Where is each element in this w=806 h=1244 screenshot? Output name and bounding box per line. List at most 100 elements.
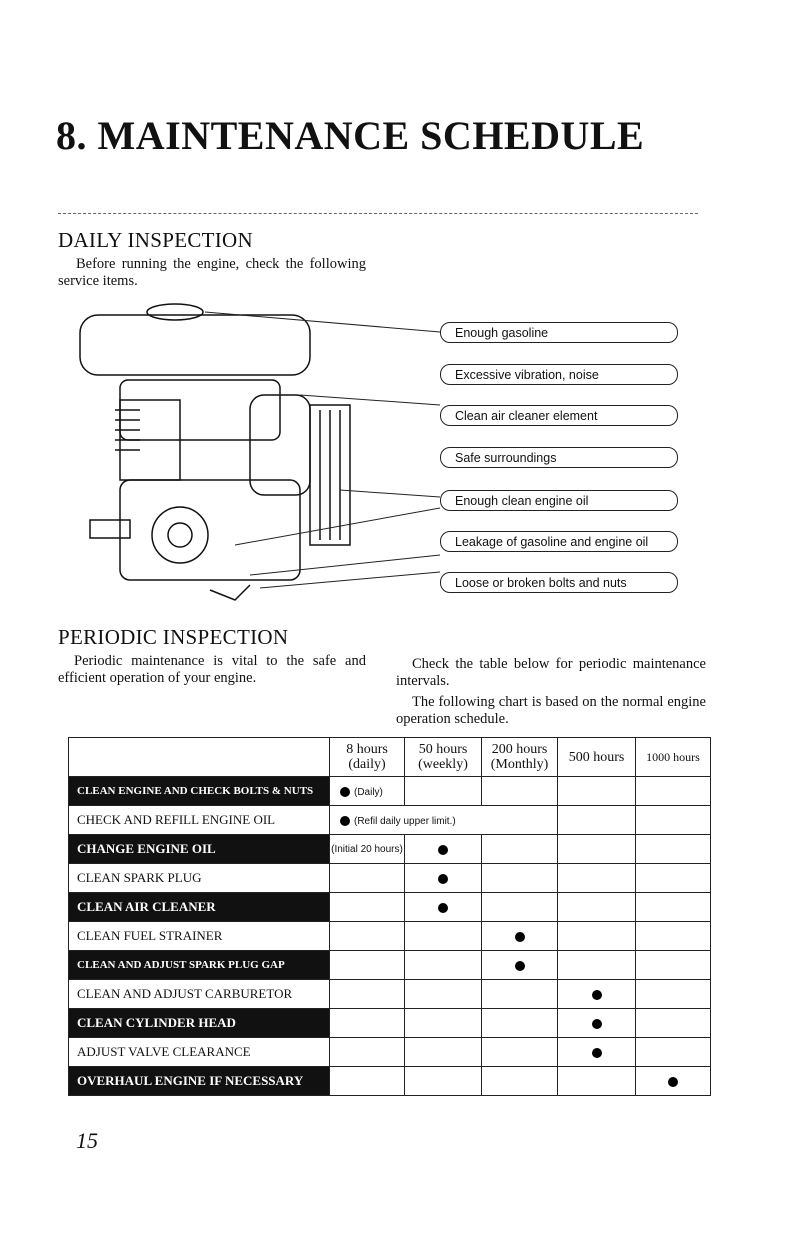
periodic-text-right-2: The following chart is based on the norm… <box>396 694 706 727</box>
interval-cell <box>329 979 405 1009</box>
maintenance-table: 8 hours (daily) 50 hours (weekly) 200 ho… <box>68 737 711 1096</box>
interval-cell <box>635 776 711 806</box>
table-row: ADJUST VALVE CLEARANCE <box>68 1037 711 1067</box>
interval-cell <box>481 1037 558 1067</box>
table-row: CLEAN SPARK PLUG <box>68 863 711 893</box>
interval-cell <box>557 805 636 835</box>
check-dot <box>514 961 525 972</box>
interval-cell <box>557 776 636 806</box>
engine-illustration <box>79 303 441 601</box>
callout-enough-gasoline: Enough gasoline <box>440 322 678 343</box>
task-label: CLEAN AND ADJUST CARBURETOR <box>68 979 330 1009</box>
task-label: CLEAN AND ADJUST SPARK PLUG GAP <box>68 950 330 980</box>
interval-cell <box>404 863 482 893</box>
task-label: CLEAN ENGINE AND CHECK BOLTS & NUTS <box>68 776 330 806</box>
interval-cell <box>635 979 711 1009</box>
table-header-row: 8 hours (daily) 50 hours (weekly) 200 ho… <box>68 737 711 777</box>
interval-cell <box>329 892 405 922</box>
table-row: CLEAN AND ADJUST SPARK PLUG GAP <box>68 950 711 980</box>
header-cell <box>68 737 330 777</box>
periodic-heading: PERIODIC INSPECTION <box>58 625 289 649</box>
callout-bolts-nuts: Loose or broken bolts and nuts <box>440 572 678 593</box>
interval-cell <box>329 1008 405 1038</box>
header-1000-hours: 1000 hours <box>635 737 711 777</box>
check-dot <box>514 932 525 943</box>
daily-text: Before running the engine, check the fol… <box>58 256 366 289</box>
table-row: CLEAN AND ADJUST CARBURETOR <box>68 979 711 1009</box>
interval-cell <box>635 921 711 951</box>
interval-cell: (Initial 20 hours) <box>329 834 405 864</box>
interval-cell <box>404 979 482 1009</box>
interval-cell <box>635 805 711 835</box>
callout-air-cleaner: Clean air cleaner element <box>440 405 678 426</box>
check-dot <box>668 1077 678 1088</box>
callout-vibration: Excessive vibration, noise <box>440 364 678 385</box>
task-label: CLEAN CYLINDER HEAD <box>68 1008 330 1038</box>
interval-cell <box>557 892 636 922</box>
check-dot <box>438 903 448 914</box>
check-dot <box>591 990 602 1001</box>
interval-cell <box>557 834 636 864</box>
interval-cell <box>481 892 558 922</box>
callout-engine-oil: Enough clean engine oil <box>440 490 678 511</box>
interval-cell <box>635 863 711 893</box>
initial-note: (Initial 20 hours) <box>331 843 403 855</box>
interval-cell <box>404 1037 482 1067</box>
interval-cell <box>329 863 405 893</box>
page-title: 8. MAINTENANCE SCHEDULE <box>56 113 645 158</box>
task-label: CHECK AND REFILL ENGINE OIL <box>68 805 330 835</box>
check-dot <box>438 845 448 856</box>
table-row: OVERHAUL ENGINE IF NECESSARY <box>68 1066 711 1096</box>
header-8-hours: 8 hours (daily) <box>329 737 405 777</box>
header-200-hours: 200 hours (Monthly) <box>481 737 558 777</box>
page-number: 15 <box>76 1128 98 1153</box>
interval-cell <box>557 979 636 1009</box>
interval-cell <box>481 834 558 864</box>
task-label: ADJUST VALVE CLEARANCE <box>68 1037 330 1067</box>
interval-cell <box>481 1066 558 1096</box>
interval-cell <box>404 1008 482 1038</box>
interval-cell <box>329 950 405 980</box>
check-dot <box>340 816 350 827</box>
interval-cell <box>481 1008 558 1038</box>
periodic-text-left: Periodic maintenance is vital to the saf… <box>58 653 366 686</box>
interval-cell <box>481 921 558 951</box>
interval-cell <box>404 834 482 864</box>
interval-cell <box>557 950 636 980</box>
header-500-hours: 500 hours <box>557 737 636 777</box>
table-row: CLEAN FUEL STRAINER <box>68 921 711 951</box>
task-label: OVERHAUL ENGINE IF NECESSARY <box>68 1066 330 1096</box>
header-50-hours: 50 hours (weekly) <box>404 737 482 777</box>
interval-cell <box>557 1066 636 1096</box>
interval-cell: (Refil daily upper limit.) <box>329 805 558 835</box>
interval-cell <box>481 950 558 980</box>
callout-surroundings: Safe surroundings <box>440 447 678 468</box>
task-label: CLEAN AIR CLEANER <box>68 892 330 922</box>
task-label: CLEAN SPARK PLUG <box>68 863 330 893</box>
interval-note: (Daily) <box>354 786 383 798</box>
interval-cell <box>557 1037 636 1067</box>
check-dot <box>340 787 350 798</box>
interval-cell <box>635 950 711 980</box>
interval-cell: (Daily) <box>329 776 405 806</box>
interval-cell <box>404 776 482 806</box>
interval-cell <box>404 1066 482 1096</box>
check-dot <box>591 1019 602 1030</box>
daily-heading: DAILY INSPECTION <box>58 228 253 252</box>
table-row: CLEAN CYLINDER HEAD <box>68 1008 711 1038</box>
check-dot <box>438 874 448 885</box>
interval-cell <box>635 1037 711 1067</box>
interval-cell <box>635 1066 711 1096</box>
interval-cell <box>404 950 482 980</box>
interval-cell <box>329 1066 405 1096</box>
table-row: CHECK AND REFILL ENGINE OIL (Refil daily … <box>68 805 711 835</box>
table-row: CLEAN ENGINE AND CHECK BOLTS & NUTS (Dail… <box>68 776 711 806</box>
interval-cell <box>481 776 558 806</box>
table-row: CHANGE ENGINE OIL (Initial 20 hours) <box>68 834 711 864</box>
interval-cell <box>635 1008 711 1038</box>
interval-cell <box>635 892 711 922</box>
check-dot <box>591 1048 602 1059</box>
interval-cell <box>404 892 482 922</box>
interval-cell <box>557 1008 636 1038</box>
